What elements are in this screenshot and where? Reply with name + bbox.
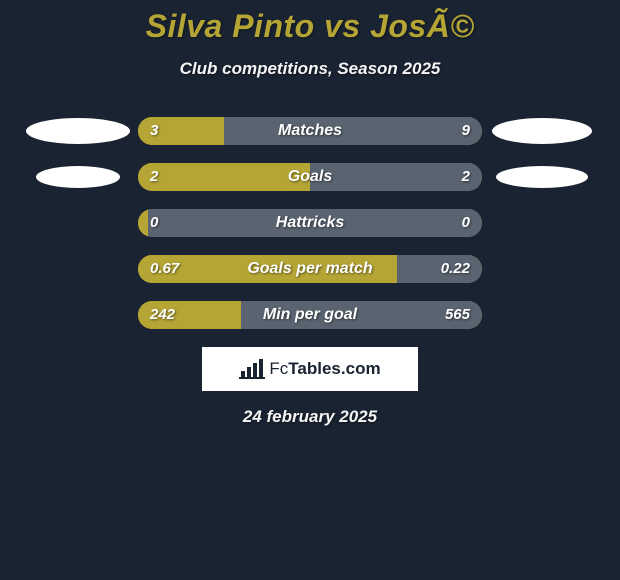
stat-bar-gpm: 0.67 Goals per match 0.22 [138,255,482,283]
bar-left-fill [138,209,148,237]
stat-label: Min per goal [263,301,357,329]
stat-bar-mpg: 242 Min per goal 565 [138,301,482,329]
stat-row: 242 Min per goal 565 [0,301,620,329]
stat-value-right: 0.22 [441,255,470,283]
stat-value-left: 2 [150,163,158,191]
stat-value-right: 0 [462,209,470,237]
left-slot [18,117,138,145]
stat-value-left: 0 [150,209,158,237]
stat-value-right: 565 [445,301,470,329]
left-slot [18,301,138,329]
right-slot [482,209,602,237]
logo-text: FcTables.com [269,359,380,379]
stat-value-left: 3 [150,117,158,145]
stat-row: 3 Matches 9 [0,117,620,145]
stat-label: Goals per match [247,255,372,283]
bar-right-fill [224,117,482,145]
stat-row: 0.67 Goals per match 0.22 [0,255,620,283]
player-left-ellipse [26,118,130,144]
player-left-ellipse-small [36,166,120,188]
stats-rows: 3 Matches 9 2 Goals 2 [0,117,620,329]
right-slot [482,255,602,283]
stat-value-right: 2 [462,163,470,191]
barchart-icon [239,359,265,379]
logo-inner: FcTables.com [239,359,380,379]
stat-value-left: 242 [150,301,175,329]
stat-label: Hattricks [276,209,344,237]
stat-label: Matches [278,117,342,145]
right-slot [482,163,602,191]
left-slot [18,163,138,191]
page-title: Silva Pinto vs JosÃ© [0,8,620,45]
bar-right-fill [310,163,482,191]
stat-row: 2 Goals 2 [0,163,620,191]
stat-label: Goals [288,163,332,191]
date-label: 24 february 2025 [0,407,620,427]
page-subtitle: Club competitions, Season 2025 [0,59,620,79]
stat-row: 0 Hattricks 0 [0,209,620,237]
stat-bar-hattricks: 0 Hattricks 0 [138,209,482,237]
right-slot [482,117,602,145]
stat-bar-matches: 3 Matches 9 [138,117,482,145]
comparison-card: Silva Pinto vs JosÃ© Club competitions, … [0,0,620,427]
left-slot [18,255,138,283]
bar-left-fill [138,163,310,191]
player-right-ellipse [492,118,592,144]
stat-value-right: 9 [462,117,470,145]
stat-value-left: 0.67 [150,255,179,283]
stat-bar-goals: 2 Goals 2 [138,163,482,191]
right-slot [482,301,602,329]
left-slot [18,209,138,237]
logo-box: FcTables.com [202,347,418,391]
player-right-ellipse-small [496,166,588,188]
